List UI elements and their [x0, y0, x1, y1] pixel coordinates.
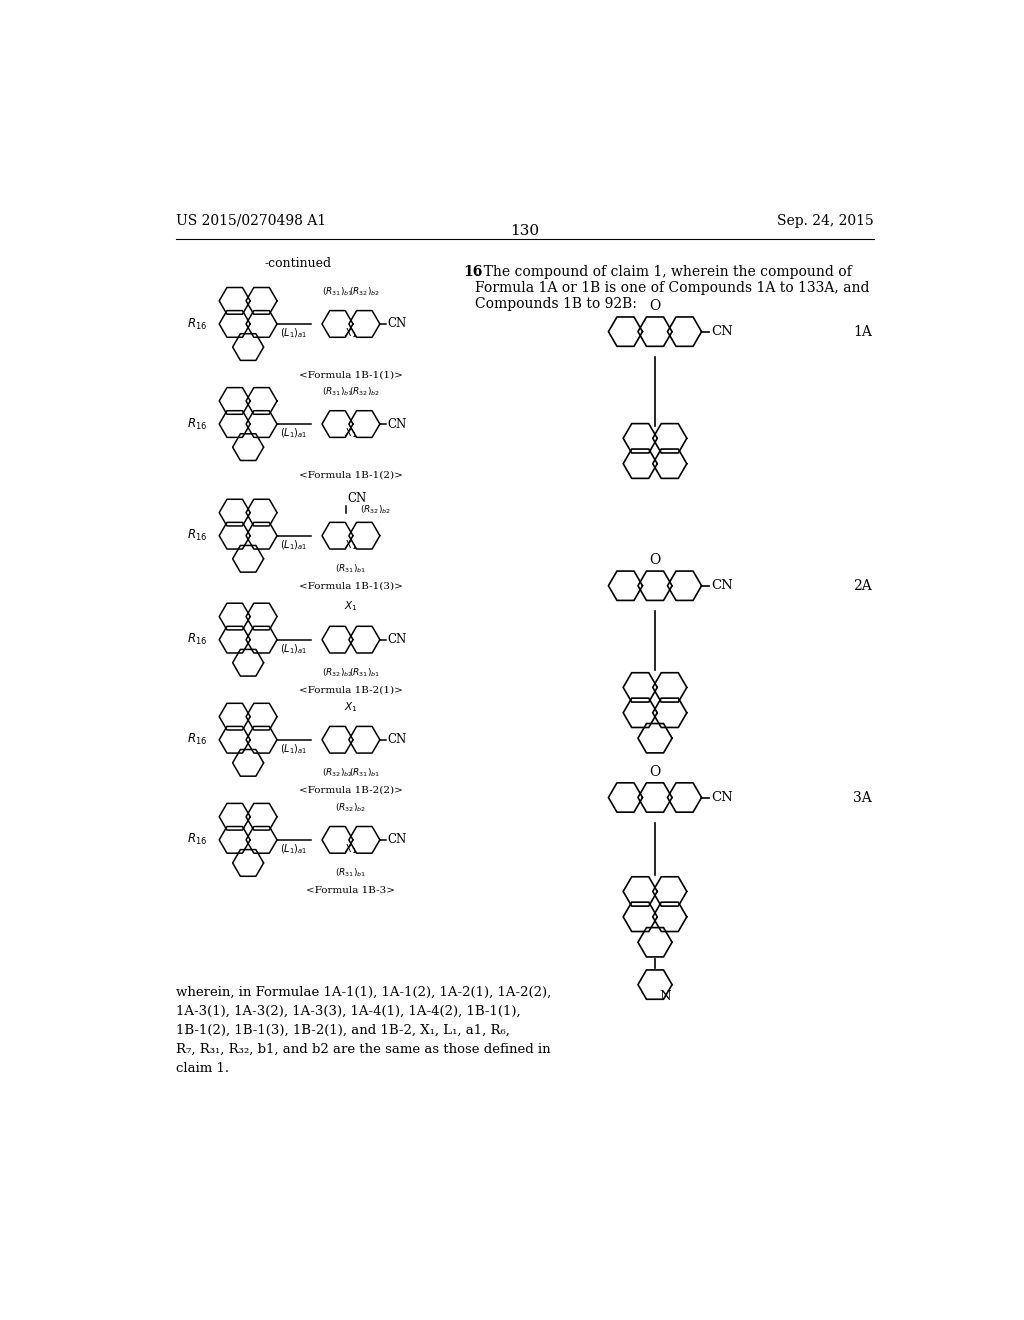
Text: . The compound of claim 1, wherein the compound of
Formula 1A or 1B is one of Co: . The compound of claim 1, wherein the c…	[475, 264, 869, 312]
Text: CN: CN	[388, 833, 407, 846]
Text: $R_{16}$: $R_{16}$	[187, 528, 207, 544]
Text: $R_{16}$: $R_{16}$	[187, 833, 207, 847]
Text: $(R_{31})_{b1}$: $(R_{31})_{b1}$	[335, 562, 367, 576]
Text: $R_{16}$: $R_{16}$	[187, 417, 207, 432]
Text: Sep. 24, 2015: Sep. 24, 2015	[777, 214, 873, 228]
Text: CN: CN	[347, 492, 367, 506]
Text: $X_1$: $X_1$	[344, 539, 357, 552]
Text: $X_1$: $X_1$	[344, 326, 357, 341]
Text: <Formula 1B-2(1)>: <Formula 1B-2(1)>	[299, 686, 402, 694]
Text: <Formula 1B-1(1)>: <Formula 1B-1(1)>	[299, 370, 402, 379]
Text: CN: CN	[711, 325, 732, 338]
Text: $R_{16}$: $R_{16}$	[187, 733, 207, 747]
Text: 3A: 3A	[853, 791, 872, 804]
Text: $R_{16}$: $R_{16}$	[187, 317, 207, 331]
Text: $(R_{31})_{b1}$: $(R_{31})_{b1}$	[335, 867, 367, 879]
Text: CN: CN	[388, 733, 407, 746]
Text: 130: 130	[510, 224, 540, 238]
Text: US 2015/0270498 A1: US 2015/0270498 A1	[176, 214, 327, 228]
Text: $(L_1)_{a1}$: $(L_1)_{a1}$	[281, 539, 308, 552]
Text: <Formula 1B-2(2)>: <Formula 1B-2(2)>	[299, 785, 402, 795]
Text: $X_1$: $X_1$	[344, 599, 357, 614]
Text: $(L_1)_{a1}$: $(L_1)_{a1}$	[281, 742, 308, 755]
Text: $(L_1)_{a1}$: $(L_1)_{a1}$	[281, 426, 308, 440]
Text: $(R_{31})_{b1}$: $(R_{31})_{b1}$	[322, 385, 353, 397]
Text: CN: CN	[711, 579, 732, 593]
Text: 16: 16	[463, 264, 482, 279]
Text: 1A: 1A	[853, 325, 872, 339]
Text: <Formula 1B-3>: <Formula 1B-3>	[306, 886, 395, 895]
Text: $(L_1)_{a1}$: $(L_1)_{a1}$	[281, 642, 308, 656]
Text: CN: CN	[388, 417, 407, 430]
Text: $X_1$: $X_1$	[344, 700, 357, 714]
Text: $(R_{31})_{b1}$: $(R_{31})_{b1}$	[349, 667, 380, 678]
Text: O: O	[649, 766, 660, 779]
Text: O: O	[649, 300, 660, 313]
Text: $(L_1)_{a1}$: $(L_1)_{a1}$	[281, 326, 308, 339]
Text: wherein, in Formulae 1A-1(1), 1A-1(2), 1A-2(1), 1A-2(2),
1A-3(1), 1A-3(2), 1A-3(: wherein, in Formulae 1A-1(1), 1A-1(2), 1…	[176, 986, 551, 1076]
Text: $(R_{32})_{b2}$: $(R_{32})_{b2}$	[322, 667, 353, 678]
Text: CN: CN	[711, 791, 732, 804]
Text: $(R_{32})_{b2}$: $(R_{32})_{b2}$	[359, 504, 390, 516]
Text: 2A: 2A	[853, 578, 872, 593]
Text: $(R_{31})_{b1}$: $(R_{31})_{b1}$	[322, 285, 353, 298]
Text: -continued: -continued	[265, 257, 332, 271]
Text: $X_1$: $X_1$	[344, 426, 357, 440]
Text: $(R_{32})_{b2}$: $(R_{32})_{b2}$	[349, 285, 380, 298]
Text: $X_1$: $X_1$	[344, 842, 357, 855]
Text: $(R_{31})_{b1}$: $(R_{31})_{b1}$	[349, 767, 380, 779]
Text: $(R_{32})_{b2}$: $(R_{32})_{b2}$	[322, 767, 353, 779]
Text: $(L_1)_{a1}$: $(L_1)_{a1}$	[281, 842, 308, 855]
Text: $(R_{32})_{b2}$: $(R_{32})_{b2}$	[336, 801, 367, 813]
Text: CN: CN	[388, 634, 407, 647]
Text: N: N	[659, 990, 671, 1003]
Text: $(R_{32})_{b2}$: $(R_{32})_{b2}$	[349, 385, 380, 397]
Text: <Formula 1B-1(2)>: <Formula 1B-1(2)>	[299, 470, 402, 479]
Text: <Formula 1B-1(3)>: <Formula 1B-1(3)>	[299, 582, 402, 591]
Text: CN: CN	[388, 317, 407, 330]
Text: O: O	[649, 553, 660, 568]
Text: $R_{16}$: $R_{16}$	[187, 632, 207, 647]
